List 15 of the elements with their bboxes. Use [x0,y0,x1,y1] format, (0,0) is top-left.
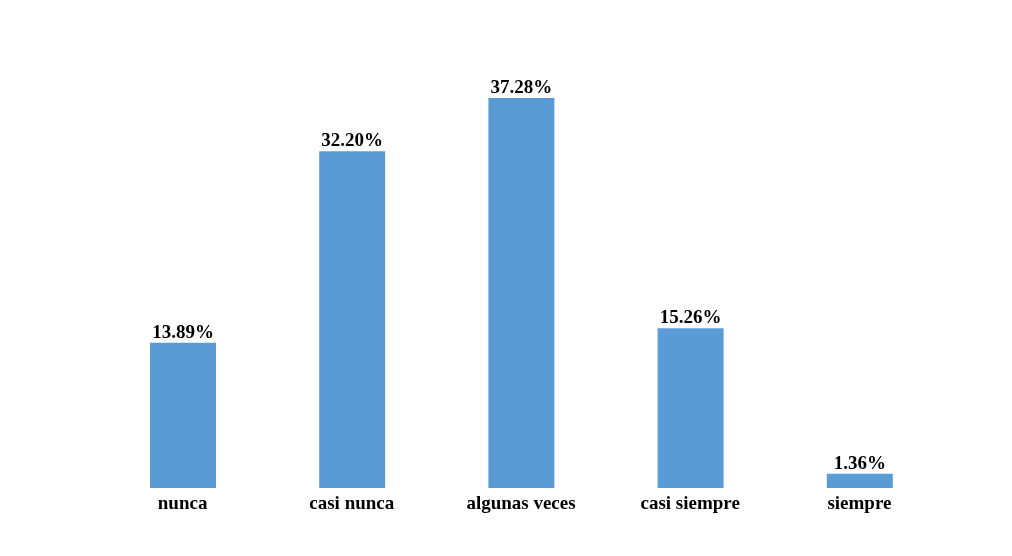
bar [826,473,893,488]
data-label: 1.36% [833,451,886,473]
bar [150,342,216,488]
bar [657,328,724,488]
data-label: 37.28% [490,76,553,97]
x-tick-label: casi nunca [309,492,395,514]
x-tick-label: nunca [157,492,208,514]
bar [319,151,386,488]
x-tick-label: algunas veces [466,492,576,514]
bar [488,98,555,488]
x-tick-label: siempre [827,492,892,514]
x-tick-label: casi siempre [640,492,740,514]
data-label: 13.89% [152,320,214,342]
data-label: 32.20% [321,129,384,151]
data-label: 15.26% [659,306,722,328]
